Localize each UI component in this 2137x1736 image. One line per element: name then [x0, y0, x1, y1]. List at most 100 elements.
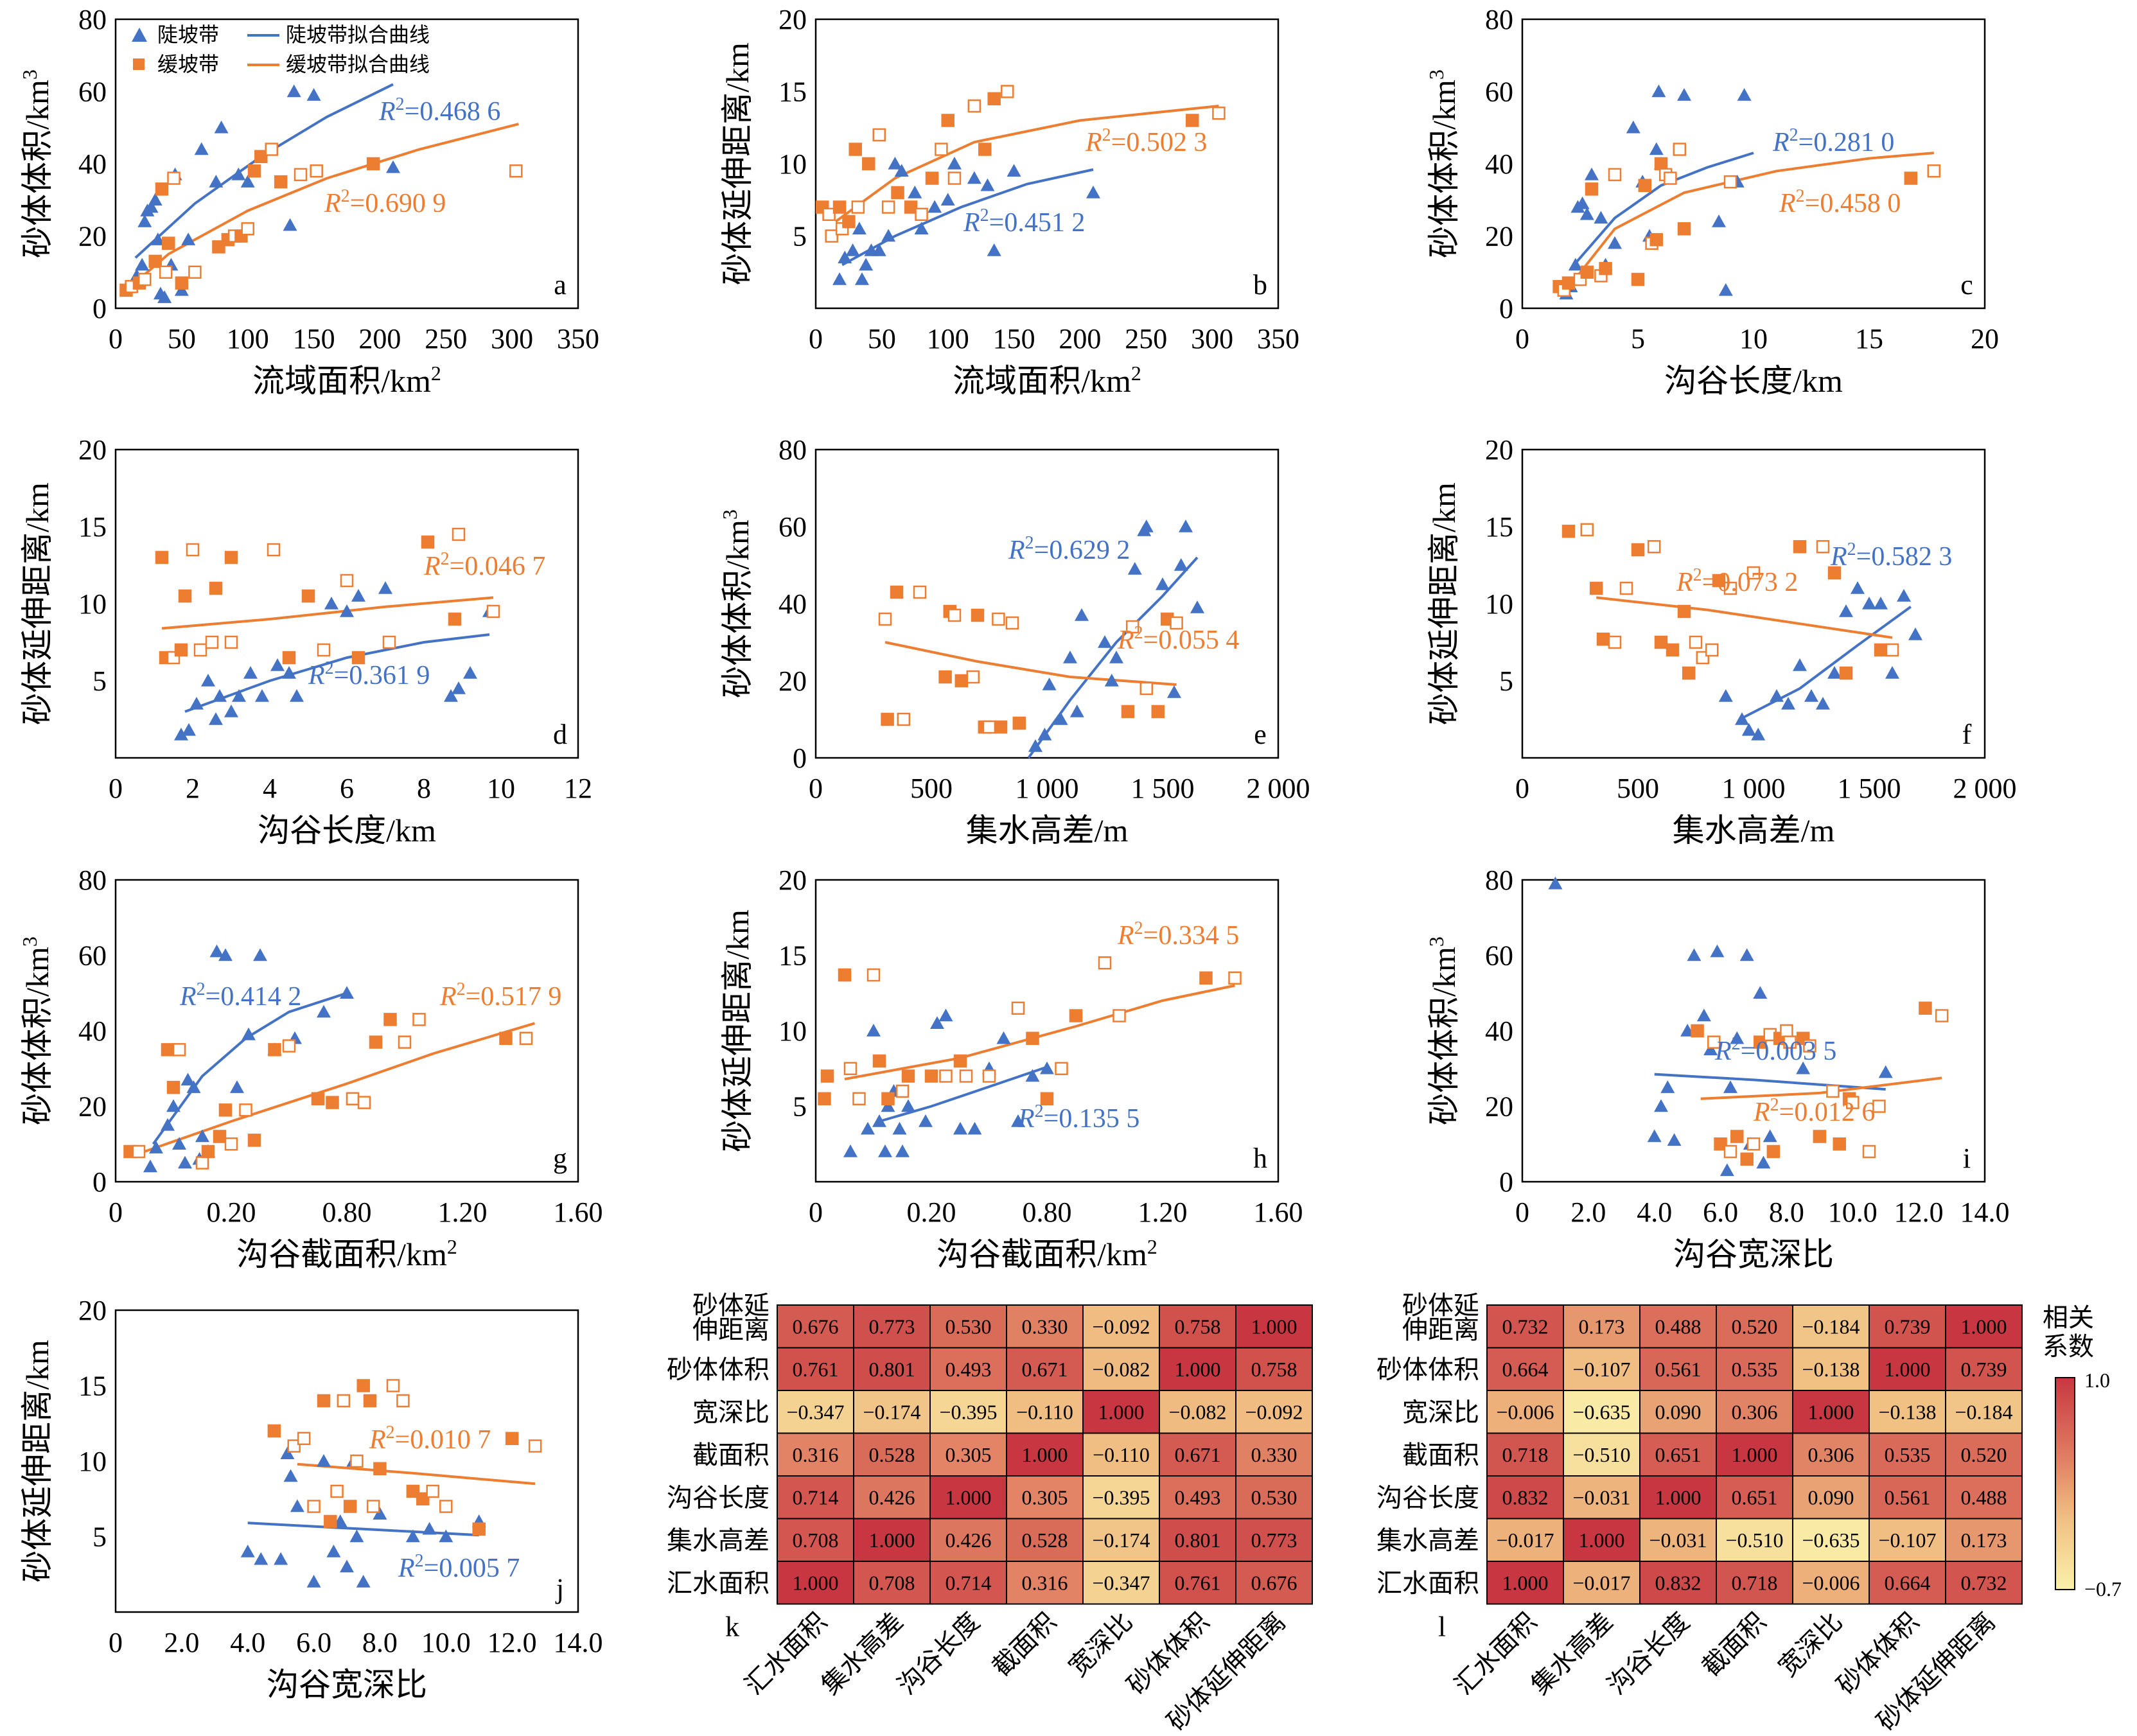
heatmap-cell [1869, 1304, 1946, 1349]
gentle-point [971, 608, 985, 622]
panel-letter: a [554, 269, 567, 301]
x-axis-label: 流域面积/km2 [953, 362, 1141, 399]
colorbar-min-label: −0.7 [2084, 1577, 2122, 1600]
heatmap-cell [1716, 1561, 1793, 1605]
steep-point [213, 689, 227, 702]
steep-point [1647, 1129, 1662, 1143]
steep-point [1827, 666, 1842, 679]
heatmap-col-label: 宽深比 [1773, 1607, 1848, 1682]
y-axis-label: 砂体延伸距离/km [19, 482, 55, 725]
gentle-point [1011, 1001, 1025, 1015]
r2-gentle-label: R2=0.012 6 [1753, 1095, 1875, 1127]
gentle-point [386, 1379, 400, 1392]
gentle-point [838, 968, 852, 982]
heatmap-cell [1486, 1561, 1564, 1605]
gentle-point [982, 720, 996, 734]
gentle-point [505, 1432, 519, 1445]
gentle-point [1919, 1001, 1932, 1015]
heatmap-cell [1159, 1518, 1236, 1562]
heatmap-cell-value: 0.305 [945, 1443, 992, 1466]
steep-point [386, 160, 400, 173]
x-tick-label: 8 [417, 773, 431, 804]
x-tick-label: 350 [557, 323, 599, 355]
heatmap-cell-value: 0.801 [1175, 1529, 1221, 1552]
gentle-point [1885, 643, 1899, 657]
gentle-point [343, 1500, 357, 1513]
heatmap-cell-value: 0.739 [1885, 1315, 1931, 1338]
steep-point [1874, 597, 1888, 609]
heatmap-cell-value: 0.426 [945, 1529, 992, 1552]
gentle-point [439, 1500, 453, 1513]
gentle-point [1712, 574, 1726, 588]
heatmap-row-label: 沟谷长度 [667, 1483, 769, 1512]
heatmap-cell [1235, 1347, 1313, 1391]
steep-point [1737, 88, 1752, 101]
gentle-point [1040, 1092, 1054, 1105]
steep-point [1723, 1080, 1737, 1093]
gentle-fit-line [161, 596, 494, 630]
y-tick-label: 20 [778, 4, 807, 35]
steep-point [1086, 186, 1100, 198]
steep-point [178, 1155, 192, 1169]
gentle-point [1608, 635, 1622, 649]
y-axis-label: 砂体延伸距离/km [1426, 482, 1462, 725]
steep-point [1660, 1080, 1675, 1093]
steep-point [1011, 1114, 1025, 1127]
gentle-fit-line [297, 1462, 536, 1486]
panel-j: 0 2.0 4.0 6.0 8.0 10.0 12.0 14.0 5 10 15 20 j [78, 1295, 603, 1658]
gentle-point [509, 164, 523, 178]
heatmap-cell [1869, 1518, 1946, 1562]
plot-frame [114, 879, 579, 1183]
gentle-point [947, 608, 962, 622]
x-tick-label: 0.20 [207, 1197, 256, 1228]
steep-point [1654, 1099, 1668, 1112]
gentle-point [1012, 716, 1026, 730]
gentle-point [1212, 107, 1226, 120]
gentle-point [1001, 85, 1014, 98]
x-tick-label: 0 [1515, 323, 1529, 355]
steep-point [182, 723, 196, 736]
gentle-point [406, 1484, 420, 1498]
heatmap-cell-value: 0.651 [1655, 1443, 1702, 1466]
gentle-point [1793, 539, 1807, 554]
heatmap-cell-value: 0.714 [945, 1571, 992, 1594]
heatmap-cell-value: −0.092 [1092, 1315, 1150, 1338]
heatmap-cell-value: 0.561 [1655, 1358, 1702, 1381]
steep-point [181, 232, 196, 245]
x-tick-label: 350 [1257, 323, 1299, 355]
gentle-point [267, 543, 281, 557]
steep-point [283, 1469, 298, 1482]
gentle-point [1723, 175, 1737, 189]
gentle-point [416, 1492, 430, 1505]
x-tick-label: 1.60 [1254, 1197, 1303, 1228]
steep-point [861, 1121, 875, 1135]
steep-point [1719, 1163, 1734, 1177]
steep-point [1040, 1061, 1054, 1074]
gentle-point [1580, 523, 1594, 537]
gentle-point [1927, 164, 1941, 178]
steep-point [1007, 164, 1021, 177]
heatmap-cell [1006, 1390, 1084, 1434]
gentle-point [317, 643, 331, 657]
colorbar-max-label: 1.0 [2084, 1369, 2110, 1392]
r2-steep-label: R2=0.414 2 [179, 979, 301, 1012]
panel-letter: l [1438, 1611, 1446, 1643]
steep-point [1174, 558, 1188, 571]
y-tick-label: 5 [793, 1091, 807, 1123]
heatmap-cell-value: −0.347 [786, 1400, 844, 1423]
x-axis-label: 沟谷宽深比 [1673, 1236, 1834, 1272]
steep-point [855, 272, 869, 285]
steep-point [209, 944, 224, 958]
x-tick-label: 12 [564, 773, 592, 804]
x-axis-label: 流域面积/km2 [252, 362, 441, 399]
steep-point [282, 666, 296, 679]
gentle-point [1740, 1152, 1754, 1166]
x-tick-label: 500 [910, 773, 953, 804]
gentle-point [822, 207, 836, 221]
gentle-point [239, 1103, 252, 1117]
y-axis-label: 砂体体积/km3 [18, 936, 55, 1125]
heatmap-cell-value: 1.000 [1175, 1358, 1221, 1381]
heatmap-cell-value: 0.316 [793, 1443, 839, 1466]
gentle-fit-line [1565, 152, 1934, 292]
